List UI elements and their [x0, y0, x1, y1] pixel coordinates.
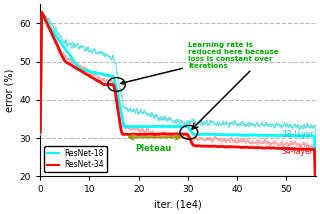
Y-axis label: error (%): error (%) — [4, 68, 14, 112]
X-axis label: iter. (1e4): iter. (1e4) — [154, 200, 202, 210]
Text: Learning rate is
reduced here because
loss is constant over
iterations: Learning rate is reduced here because lo… — [121, 42, 279, 84]
Text: 34-layer: 34-layer — [282, 147, 313, 156]
Text: 18-layer: 18-layer — [282, 130, 313, 139]
Legend: ResNet-18, ResNet-34: ResNet-18, ResNet-34 — [44, 146, 108, 172]
Text: Pleteau: Pleteau — [135, 144, 172, 153]
